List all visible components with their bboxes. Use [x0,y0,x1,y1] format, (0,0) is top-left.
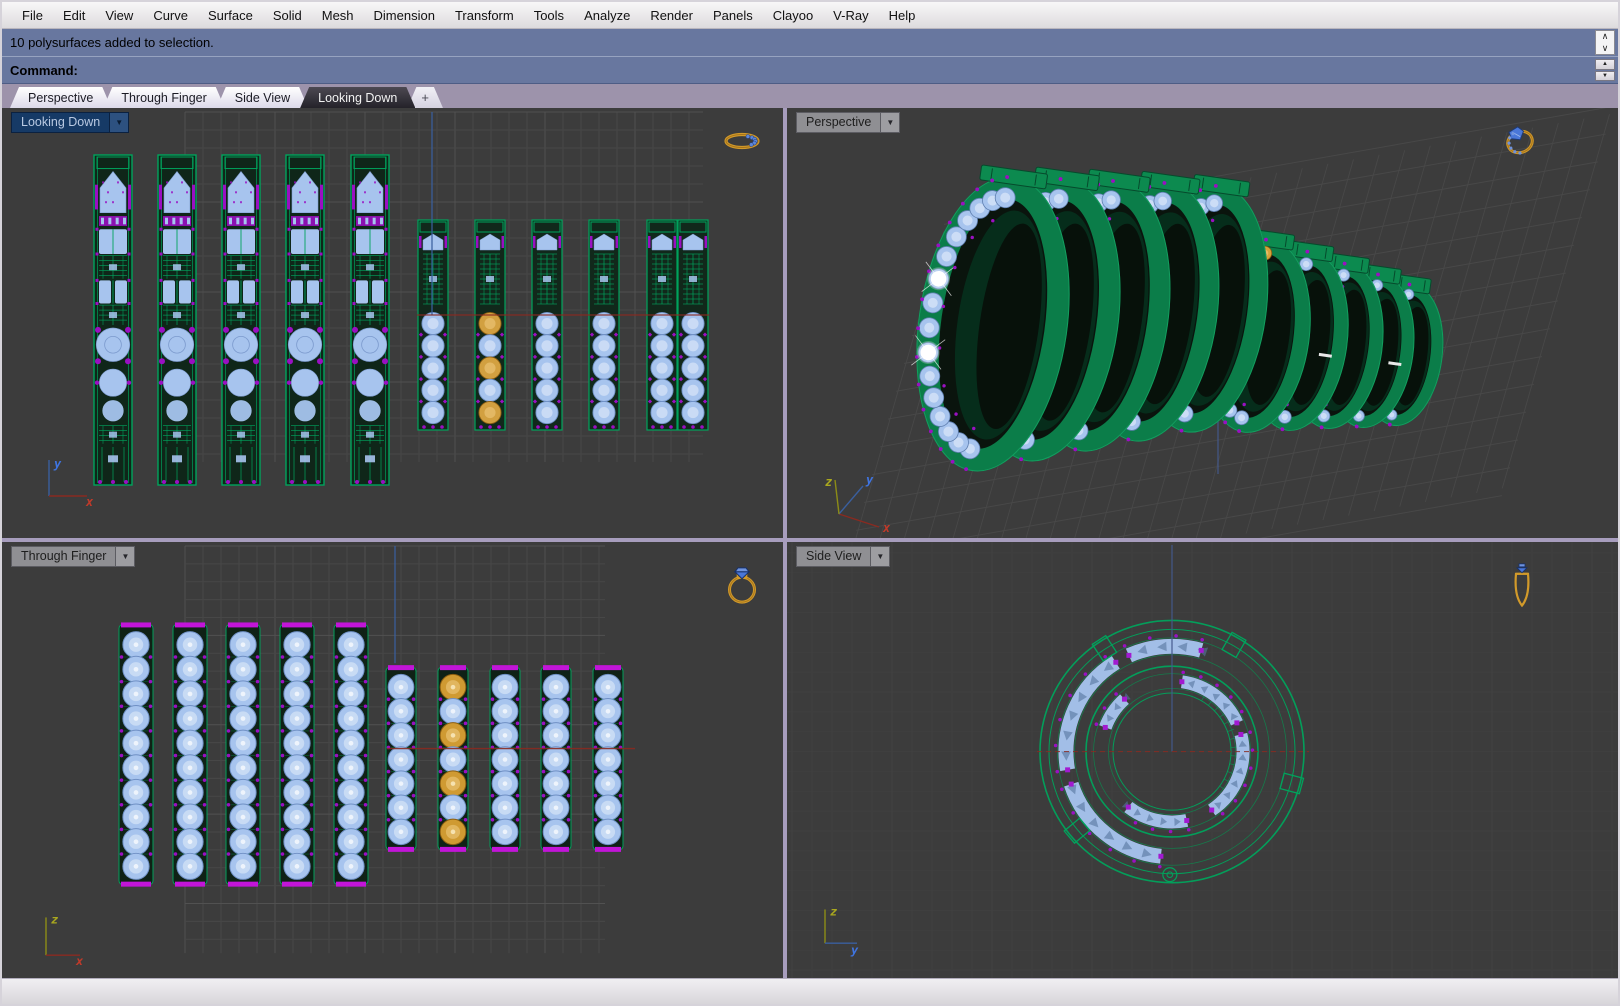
svg-text:z: z [51,912,58,926]
tab-looking-down[interactable]: Looking Down [300,87,415,108]
scroll-up-icon[interactable]: ∧ [1601,31,1609,42]
side-view-canvas[interactable]: zy [787,542,1618,978]
menu-item-surface[interactable]: Surface [208,7,253,23]
through-finger-canvas[interactable]: zx [2,542,783,978]
viewport-title-label: Side View [806,549,862,563]
scroll-down-icon[interactable]: ∨ [1601,42,1609,53]
command-history-text: 10 polysurfaces added to selection. [10,35,214,50]
viewport-separator-vertical[interactable] [783,108,787,538]
svg-text:y: y [850,943,859,957]
command-history-row[interactable]: 10 polysurfaces added to selection. ∧ ∨ [2,29,1618,57]
viewport-perspective[interactable]: x y z Perspective ▼ [787,108,1618,538]
viewport-title-label: Looking Down [21,115,101,129]
menu-item-v-ray[interactable]: V-Ray [833,7,869,23]
svg-text:y: y [865,473,874,487]
tab-perspective[interactable]: Perspective [10,87,111,108]
viewport-title-label: Through Finger [21,549,107,563]
add-viewport-tab-button[interactable]: + [407,87,443,108]
menu-item-analyze[interactable]: Analyze [584,7,631,23]
svg-text:z: z [830,904,837,918]
viewport-separator-horizontal[interactable] [2,538,1618,542]
menu-item-render[interactable]: Render [650,7,693,23]
chevron-down-icon[interactable]: ▼ [880,113,900,132]
viewport-title-perspective[interactable]: Perspective ▼ [795,112,901,133]
svg-text:x: x [75,954,84,968]
svg-text:z: z [825,475,832,489]
svg-text:x: x [85,495,94,509]
spin-down-icon[interactable]: ▼ [1595,70,1615,81]
viewport-title-side-view[interactable]: Side View ▼ [795,546,891,567]
menu-item-transform[interactable]: Transform [454,7,514,23]
svg-text:x: x [882,521,891,535]
chevron-down-icon[interactable]: ▼ [870,547,890,566]
command-prompt-row[interactable]: Command: ▲ ▼ [2,57,1618,83]
menu-bar: File Edit View Curve Surface Solid Mesh Dimensi… [2,2,1618,29]
menu-item-tools[interactable]: Tools [533,7,565,23]
menu-item-mesh[interactable]: Mesh [321,7,354,23]
menu-item-dimension[interactable]: Dimension [373,7,435,23]
viewport-title-through-finger[interactable]: Through Finger ▼ [10,546,136,567]
command-area: 10 polysurfaces added to selection. ∧ ∨ … [2,29,1618,84]
menu-item-panels[interactable]: Panels [712,7,753,23]
menu-item-help[interactable]: Help [888,7,916,23]
chevron-down-icon[interactable]: ▼ [115,547,135,566]
command-prompt-label: Command: [10,62,78,78]
viewport-tab-bar: Perspective Through Finger Side View Lookin… [2,84,1618,108]
tab-side-view[interactable]: Side View [217,87,308,108]
menu-item-curve[interactable]: Curve [153,7,188,23]
viewport-separator-vertical[interactable] [783,542,787,978]
status-bar [2,978,1618,1004]
history-scrollbar[interactable]: ∧ ∨ [1595,30,1615,55]
menu-item-clayoo[interactable]: Clayoo [772,7,814,23]
viewport-title-looking-down[interactable]: Looking Down ▼ [10,112,130,133]
menu-item-file[interactable]: File [22,7,43,23]
command-spinner[interactable]: ▲ ▼ [1595,59,1615,81]
chevron-down-icon[interactable]: ▼ [109,113,129,132]
looking-down-canvas[interactable]: yx [2,108,783,538]
menu-item-solid[interactable]: Solid [272,7,302,23]
tab-through-finger[interactable]: Through Finger [103,87,224,108]
viewport-title-label: Perspective [806,115,872,129]
menu-item-view[interactable]: View [105,7,134,23]
perspective-canvas[interactable]: x y z [787,108,1618,538]
svg-text:y: y [53,457,62,471]
menu-item-edit[interactable]: Edit [62,7,86,23]
spin-up-icon[interactable]: ▲ [1595,59,1615,70]
